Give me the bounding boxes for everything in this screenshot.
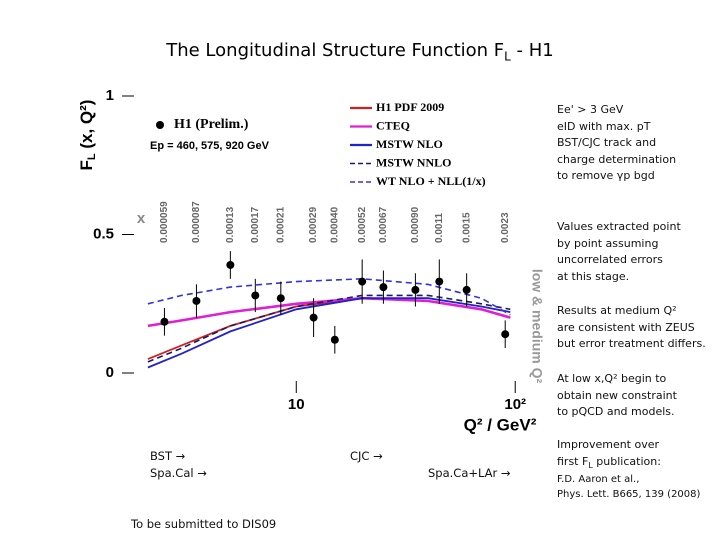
- note-text: first F: [557, 454, 589, 468]
- region-label: low & medium Q²: [529, 269, 545, 384]
- data-point: [251, 291, 260, 300]
- bjorken-x-label: 0.00052: [357, 206, 368, 243]
- note-line: to pQCD and models.: [557, 405, 675, 418]
- note-line: to remove γp bgd: [557, 169, 655, 182]
- data-point: [462, 285, 471, 294]
- y-tick-label: 0: [106, 364, 114, 381]
- title-text: - H1: [510, 40, 554, 61]
- data-point: [501, 330, 510, 339]
- y-tick-label: 1: [106, 87, 114, 104]
- data-point: [226, 260, 235, 269]
- data-point: [192, 296, 201, 305]
- bjorken-x-label: 0.0011: [434, 213, 445, 243]
- bjorken-x-label: 0.000087: [191, 201, 202, 243]
- note-line: Ee' > 3 GeV: [557, 103, 624, 116]
- chart: FL (x, Q²) Q² / GeV² x low & medium Q² E…: [77, 87, 545, 435]
- bjorken-x-label: 0.000059: [159, 201, 170, 243]
- reference-line: F.D. Aaron et al.,: [557, 474, 640, 485]
- note-line: At low x,Q² begin to: [557, 372, 667, 385]
- bjorken-x-label: 0.00029: [308, 206, 319, 243]
- detector-label: Spa.Cal →: [150, 466, 207, 480]
- legend-label: H1 (Prelim.): [174, 117, 249, 132]
- model-curve: [147, 277, 511, 316]
- note-line: Values extracted point: [557, 220, 681, 233]
- detector-label: BST →: [150, 449, 186, 463]
- data-point: [379, 283, 388, 292]
- model-curve: [147, 297, 511, 360]
- note-line: but error treatment differs.: [557, 337, 706, 350]
- note-lowx: At low x,Q² begin to obtain new constrai…: [557, 371, 677, 421]
- note-line: first FL publication:: [557, 454, 661, 475]
- x-tick-label: 10²: [504, 396, 526, 413]
- slide-title: The Longitudinal Structure Function FL -…: [0, 40, 720, 64]
- note-line: Improvement over: [557, 438, 660, 451]
- data-point: [160, 317, 169, 326]
- legend-label: WT NLO + NLL(1/x): [376, 174, 486, 188]
- data-point: [276, 294, 285, 303]
- note-line: uncorrelated errors: [557, 253, 663, 266]
- bjorken-x-label: 0.00013: [225, 206, 236, 243]
- legend-label: H1 PDF 2009: [376, 100, 444, 114]
- y-axis-label: FL (x, Q²): [77, 100, 97, 171]
- data-point: [330, 335, 339, 344]
- note-line: charge determination: [557, 152, 677, 166]
- reference-line: Phys. Lett. B665, 139 (2008): [557, 489, 701, 500]
- bjorken-x-label: 0.0023: [500, 212, 511, 243]
- data-point: [435, 277, 444, 286]
- note-line: BST/CJC track and: [557, 136, 657, 149]
- note-line: by point assuming: [557, 236, 659, 250]
- note-results: Results at medium Q² are consistent with…: [557, 303, 706, 353]
- bjorken-x-label: 0.00017: [250, 206, 261, 243]
- note-text: publication:: [592, 454, 661, 468]
- model-curve: [147, 297, 511, 369]
- detector-label: CJC →: [350, 449, 383, 463]
- note-line: obtain new constraint: [557, 388, 677, 402]
- footer: To be submitted to DIS09: [131, 517, 277, 531]
- bjorken-x-label: 0.0015: [461, 212, 472, 243]
- reference: F.D. Aaron et al., Phys. Lett. B665, 139…: [557, 472, 700, 502]
- x-axis-label: Q² / GeV²: [464, 415, 537, 434]
- bjorken-x-label: 0.00021: [275, 206, 286, 243]
- bjorken-x-label: 0.00090: [410, 206, 421, 243]
- note-cuts: Ee' > 3 GeV eID with max. pT BST/CJC tra…: [557, 102, 676, 185]
- legend-marker: [156, 121, 164, 129]
- title-text: The Longitudinal Structure Function F: [166, 40, 505, 61]
- data-point: [411, 285, 420, 294]
- model-curve: [147, 294, 511, 363]
- detector-label: Spa.Ca+LAr →: [428, 466, 511, 480]
- legend-label: MSTW NLO: [376, 137, 443, 151]
- bjorken-x-label: 0.00067: [378, 206, 389, 243]
- beam-energies: Ep = 460, 575, 920 GeV: [150, 140, 270, 152]
- note-values: Values extracted point by point assuming…: [557, 219, 681, 285]
- note-line: eID with max. pT: [557, 119, 651, 133]
- note-improvement: Improvement over first FL publication:: [557, 437, 661, 474]
- y-tick-label: 0.5: [93, 225, 114, 242]
- note-subscript: L: [588, 460, 593, 470]
- note-line: Results at medium Q²: [557, 304, 677, 317]
- data-point: [309, 313, 318, 322]
- data-point: [358, 277, 367, 286]
- bjorken-x-label: 0.00040: [329, 206, 340, 243]
- x-symbol: x: [137, 210, 146, 227]
- title-subscript: L: [504, 49, 511, 64]
- legend-label: MSTW NNLO: [376, 155, 451, 169]
- x-tick-label: 10: [288, 396, 305, 413]
- legend-label: CTEQ: [376, 118, 410, 132]
- note-line: at this stage.: [557, 269, 630, 283]
- note-line: are consistent with ZEUS: [557, 320, 695, 334]
